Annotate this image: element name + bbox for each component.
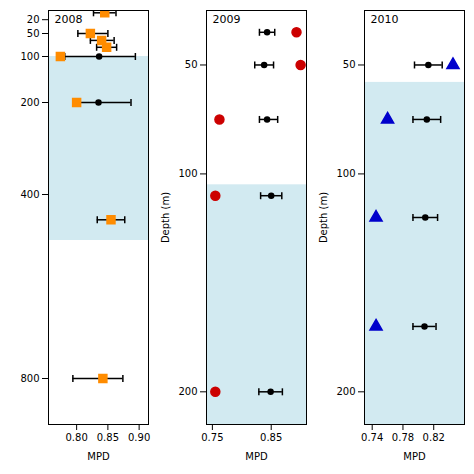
svg-text:0.85: 0.85 xyxy=(97,432,119,443)
svg-text:0.85: 0.85 xyxy=(260,432,282,443)
svg-text:800: 800 xyxy=(20,373,39,384)
svg-text:2008: 2008 xyxy=(55,13,83,26)
svg-text:100: 100 xyxy=(20,51,39,62)
svg-text:0.78: 0.78 xyxy=(392,432,414,443)
svg-text:200: 200 xyxy=(178,386,197,397)
svg-text:0.74: 0.74 xyxy=(361,432,383,443)
svg-text:MPD: MPD xyxy=(87,451,110,462)
svg-text:MPD: MPD xyxy=(245,451,268,462)
svg-text:100: 100 xyxy=(336,168,355,179)
svg-text:100: 100 xyxy=(178,168,197,179)
svg-text:0.90: 0.90 xyxy=(128,432,150,443)
svg-text:20: 20 xyxy=(27,14,40,25)
svg-text:0.75: 0.75 xyxy=(201,432,223,443)
svg-text:200: 200 xyxy=(20,97,39,108)
svg-text:MPD: MPD xyxy=(403,451,426,462)
svg-text:400: 400 xyxy=(20,189,39,200)
svg-text:2009: 2009 xyxy=(213,13,241,26)
svg-text:50: 50 xyxy=(343,59,356,70)
svg-text:0.82: 0.82 xyxy=(423,432,445,443)
svg-text:0.80: 0.80 xyxy=(65,432,87,443)
svg-text:Depth (m): Depth (m) xyxy=(318,192,329,243)
svg-text:50: 50 xyxy=(27,28,40,39)
svg-text:Depth (m): Depth (m) xyxy=(160,192,171,243)
svg-text:200: 200 xyxy=(336,386,355,397)
svg-text:50: 50 xyxy=(185,59,198,70)
svg-text:2010: 2010 xyxy=(371,13,399,26)
